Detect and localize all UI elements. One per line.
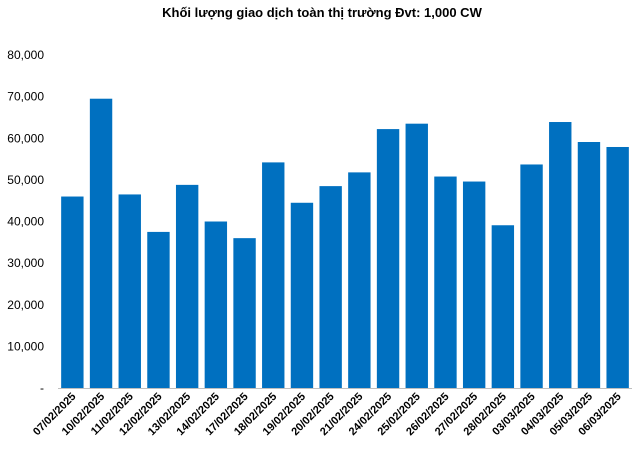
bar xyxy=(376,129,400,388)
y-tick-label: 40,000 xyxy=(7,215,44,229)
bar xyxy=(89,98,113,389)
bar xyxy=(405,123,428,389)
bar xyxy=(233,238,256,388)
chart-title: Khối lượng giao dịch toàn thị trường Đvt… xyxy=(162,5,482,20)
bar xyxy=(434,176,457,388)
y-tick-label: - xyxy=(40,381,44,395)
y-tick-label: 70,000 xyxy=(7,90,44,104)
bar xyxy=(606,146,629,388)
bar xyxy=(549,122,572,389)
y-tick-label: 10,000 xyxy=(7,339,44,353)
y-tick-label: 20,000 xyxy=(7,298,44,312)
bar xyxy=(520,164,543,388)
y-tick-label: 80,000 xyxy=(7,48,44,62)
bar xyxy=(147,231,170,388)
bar xyxy=(462,181,486,388)
bar xyxy=(290,202,314,388)
bar xyxy=(204,221,228,388)
bar xyxy=(319,186,342,388)
bar xyxy=(61,196,84,388)
bar xyxy=(577,142,601,388)
y-tick-label: 30,000 xyxy=(7,256,44,270)
x-axis: 07/02/202510/02/202511/02/202512/02/2025… xyxy=(31,391,624,438)
bar xyxy=(491,225,515,388)
bar xyxy=(262,162,285,388)
y-axis: - 10,000 20,000 30,000 40,000 50,000 60,000 70,… xyxy=(7,48,44,395)
bar xyxy=(118,194,141,388)
y-tick-label: 50,000 xyxy=(7,173,44,187)
bar xyxy=(175,184,199,388)
bars xyxy=(61,98,629,389)
y-tick-label: 60,000 xyxy=(7,131,44,145)
bar xyxy=(348,172,371,388)
